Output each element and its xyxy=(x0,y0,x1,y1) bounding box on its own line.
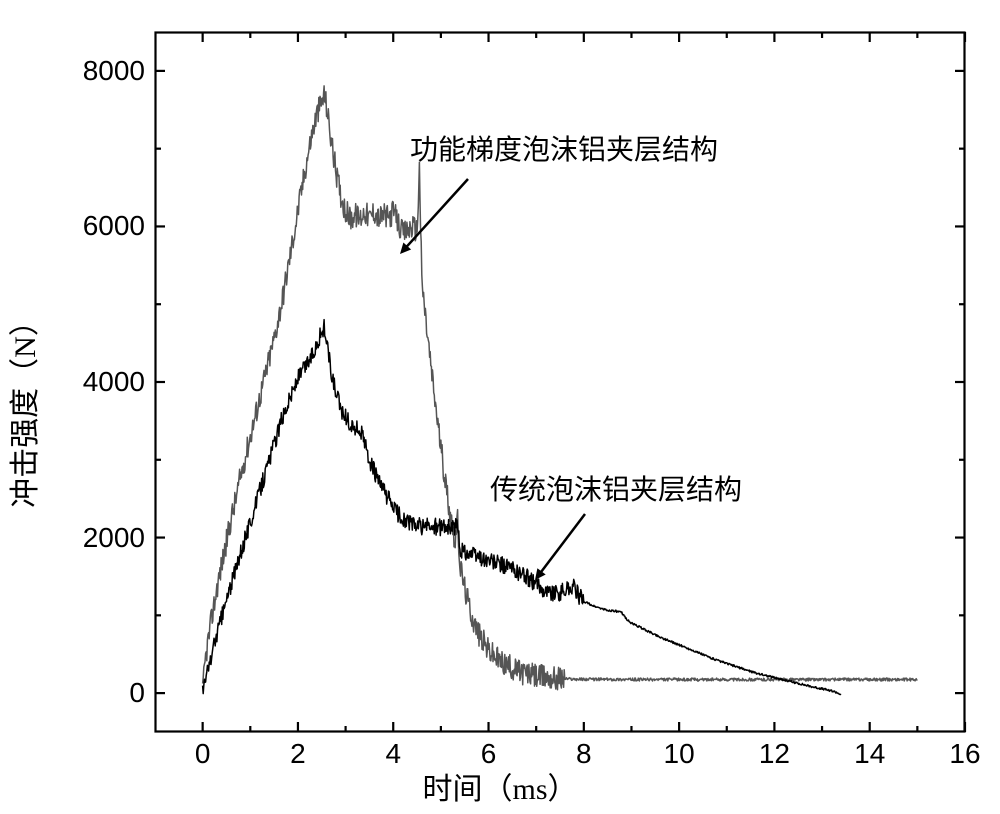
chart-container: 冲击强度（N） 02000400060008000 0246810121416 … xyxy=(0,0,1000,814)
annotation-anno_fg: 功能梯度泡沫铝夹层结构 xyxy=(410,128,718,168)
annotations-svg xyxy=(0,0,1000,814)
annotation-anno_conv: 传统泡沫铝夹层结构 xyxy=(490,468,742,508)
